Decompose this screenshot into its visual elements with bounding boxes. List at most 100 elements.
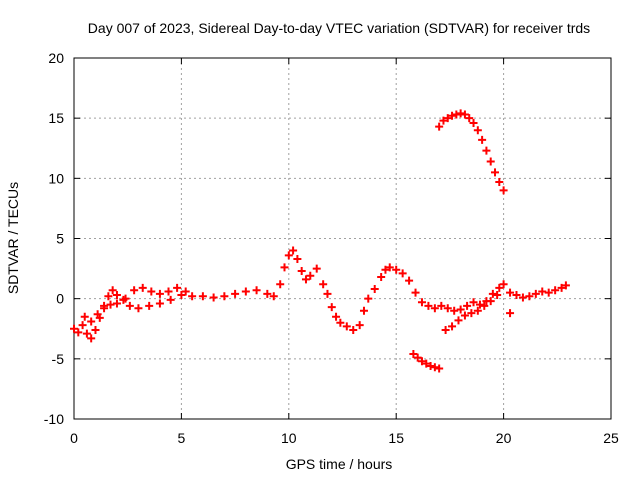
data-point	[424, 301, 433, 310]
data-point	[480, 301, 489, 310]
data-point	[435, 364, 444, 373]
data-point	[82, 329, 91, 338]
data-point	[173, 283, 182, 292]
data-point	[495, 283, 504, 292]
data-point	[450, 306, 459, 315]
data-point	[70, 324, 78, 333]
series-6	[506, 309, 515, 318]
data-point	[525, 292, 534, 301]
data-point	[456, 109, 465, 118]
series-2	[80, 283, 190, 326]
data-point	[364, 294, 373, 303]
x-axis-label: GPS time / hours	[286, 456, 393, 472]
data-point	[512, 291, 521, 300]
data-point	[460, 110, 469, 119]
data-point	[147, 287, 156, 296]
data-point	[100, 304, 109, 313]
data-point	[198, 292, 207, 301]
ticks-layer: 0 5 10 15 20 25 -10 -5 0 5 10 15 20	[44, 50, 619, 446]
y-tick-label: -5	[52, 351, 65, 367]
data-point	[106, 300, 115, 309]
data-point	[506, 288, 515, 297]
data-point	[276, 280, 285, 289]
data-point	[385, 263, 394, 272]
data-point	[181, 287, 190, 296]
data-point	[426, 362, 435, 371]
data-point	[231, 289, 240, 298]
series-5	[441, 291, 502, 334]
series-layer	[70, 109, 570, 373]
data-point	[437, 301, 446, 310]
data-point	[495, 177, 504, 186]
data-point	[74, 328, 83, 337]
data-point	[448, 322, 457, 331]
data-point	[486, 157, 495, 166]
data-point	[411, 288, 420, 297]
series-3	[435, 109, 508, 195]
data-point	[327, 303, 336, 312]
data-point	[355, 321, 364, 330]
data-point	[306, 271, 315, 280]
data-point	[473, 306, 482, 315]
data-point	[91, 325, 100, 334]
data-point	[332, 312, 341, 321]
data-point	[177, 291, 186, 300]
data-point	[377, 273, 386, 282]
data-point	[518, 293, 527, 302]
data-point	[417, 298, 426, 307]
data-point	[284, 251, 293, 260]
data-point	[297, 266, 306, 275]
data-point	[87, 317, 96, 326]
data-point	[252, 286, 261, 295]
x-tick-label: 20	[496, 430, 512, 446]
y-tick-label: 0	[56, 291, 64, 307]
data-point	[289, 246, 298, 255]
data-point	[465, 114, 474, 123]
y-tick-label: 5	[56, 231, 64, 247]
data-point	[417, 357, 426, 366]
y-tick-label: -10	[44, 411, 64, 427]
data-point	[392, 265, 401, 274]
x-tick-label: 15	[388, 430, 404, 446]
data-point	[145, 301, 154, 310]
data-point	[538, 287, 547, 296]
x-tick-label: 5	[178, 430, 186, 446]
data-point	[370, 285, 379, 294]
data-point	[557, 283, 566, 292]
x-tick-label: 25	[603, 430, 619, 446]
data-point	[405, 276, 414, 285]
data-point	[448, 111, 457, 120]
data-point	[551, 286, 560, 295]
data-point	[409, 350, 418, 359]
data-point	[443, 114, 452, 123]
data-point	[463, 301, 472, 310]
data-point	[93, 310, 102, 319]
data-point	[269, 292, 278, 301]
data-point	[491, 168, 500, 177]
data-point	[342, 322, 351, 331]
data-point	[488, 289, 497, 298]
data-point	[493, 291, 502, 300]
data-point	[138, 283, 147, 292]
data-point	[473, 126, 482, 135]
data-point	[499, 186, 508, 195]
data-point	[241, 287, 250, 296]
data-point	[454, 316, 463, 325]
y-tick-label: 15	[48, 110, 64, 126]
data-point	[323, 289, 332, 298]
data-point	[188, 292, 197, 301]
data-point	[531, 289, 540, 298]
data-point	[430, 363, 439, 372]
data-point	[478, 135, 487, 144]
data-point	[121, 294, 130, 303]
series-1	[70, 246, 570, 343]
data-point	[443, 304, 452, 313]
data-point	[336, 318, 345, 327]
data-point	[108, 286, 117, 295]
x-tick-label: 10	[281, 430, 297, 446]
y-axis-label: SDTVAR / TECUs	[5, 182, 21, 294]
data-point	[398, 269, 407, 278]
data-point	[164, 287, 173, 296]
data-point	[78, 321, 87, 330]
data-point	[441, 325, 450, 334]
